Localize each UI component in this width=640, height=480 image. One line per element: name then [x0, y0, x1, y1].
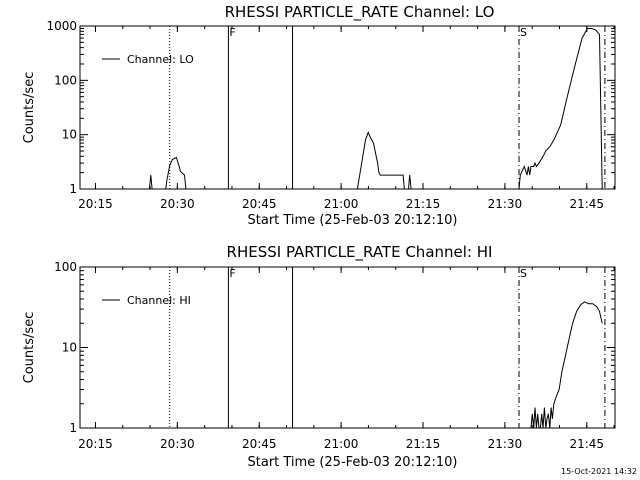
- y-tick-label: 1: [69, 182, 77, 196]
- x-tick-label: 21:15: [406, 197, 441, 211]
- x-tick-label: 20:45: [242, 197, 277, 211]
- y-tick-label: 10: [62, 128, 77, 142]
- x-tick-label: 21:45: [569, 197, 604, 211]
- chart-title: RHESSI PARTICLE_RATE Channel: HI: [227, 243, 493, 262]
- x-tick-label: 21:00: [324, 437, 359, 451]
- event-marker-label: S: [520, 267, 527, 280]
- legend-label: Channel: LO: [127, 53, 194, 66]
- event-marker-label: F: [229, 267, 235, 280]
- x-tick-label: 20:45: [242, 437, 277, 451]
- y-axis-label: Counts/sec: [22, 312, 37, 384]
- x-axis-label: Start Time (25-Feb-03 20:12:10): [248, 455, 458, 470]
- timestamp-stamp: 15-Oct-2021 14:32: [561, 467, 637, 476]
- chart-panel: RHESSI PARTICLE_RATE Channel: HI 20:15 20:…: [22, 243, 616, 470]
- series-line: [80, 28, 603, 189]
- x-tick-label: 20:15: [78, 197, 113, 211]
- y-axis-label: Counts/sec: [22, 72, 37, 144]
- x-tick-label: 20:30: [160, 437, 195, 451]
- y-tick-label: 1: [69, 421, 77, 435]
- event-marker-label: F: [229, 26, 235, 39]
- y-tick-label: 100: [54, 260, 77, 274]
- x-tick-label: 21:45: [569, 437, 604, 451]
- plot-frame: [79, 266, 616, 429]
- event-marker-label: S: [520, 26, 527, 39]
- x-axis-label: Start Time (25-Feb-03 20:12:10): [248, 213, 458, 228]
- x-tick-label: 21:15: [406, 437, 441, 451]
- x-tick-label: 20:30: [160, 197, 195, 211]
- series-line: [530, 301, 603, 428]
- y-tick-label: 1000: [46, 19, 77, 33]
- y-tick-label: 100: [54, 73, 77, 87]
- x-tick-label: 21:30: [488, 197, 523, 211]
- x-tick-label: 21:30: [488, 437, 523, 451]
- chart-panel: RHESSI PARTICLE_RATE Channel: LO 20:15 20:…: [22, 3, 616, 228]
- legend-label: Channel: HI: [127, 294, 191, 307]
- chart-title: RHESSI PARTICLE_RATE Channel: LO: [225, 3, 495, 22]
- x-tick-label: 21:00: [324, 197, 359, 211]
- x-tick-label: 20:15: [78, 437, 113, 451]
- y-tick-label: 10: [62, 341, 77, 355]
